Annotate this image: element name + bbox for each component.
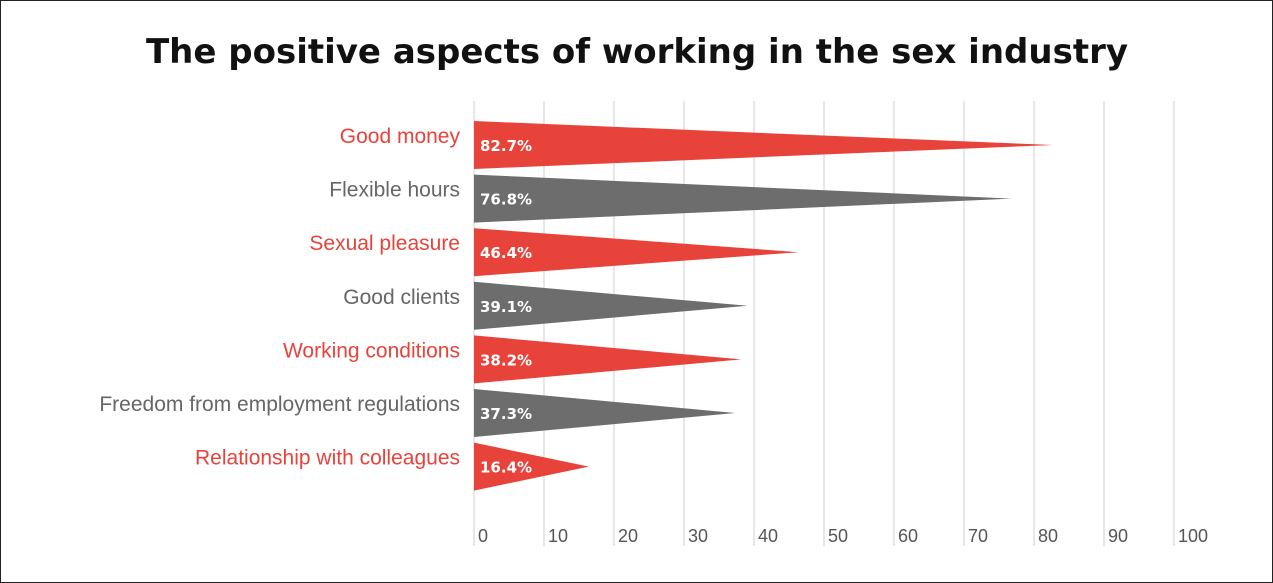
bar-4 — [474, 281, 748, 330]
category-label-1: Good money — [340, 125, 461, 148]
bar-5 — [474, 335, 742, 384]
x-tick-label-20: 20 — [618, 526, 638, 546]
category-label-5: Working conditions — [283, 339, 460, 362]
x-tick-label-80: 80 — [1038, 526, 1058, 546]
value-label-7: 16.4% — [480, 459, 532, 477]
x-tick-label-30: 30 — [688, 526, 708, 546]
category-labels: Good money Flexible hours Sexual pleasure G… — [99, 125, 460, 470]
category-label-6: Freedom from employment regulations — [99, 393, 460, 416]
bar-6 — [474, 389, 736, 437]
x-tick-label-50: 50 — [828, 526, 848, 546]
x-tick-label-60: 60 — [898, 526, 918, 546]
value-label-1: 82.7% — [480, 137, 532, 155]
category-label-3: Sexual pleasure — [309, 232, 460, 255]
x-tick-label-70: 70 — [968, 526, 988, 546]
category-label-7: Relationship with colleagues — [195, 447, 460, 470]
value-label-5: 38.2% — [480, 351, 532, 369]
x-axis-ticks: 0 10 20 30 40 50 60 70 80 90 100 — [478, 526, 1208, 546]
bar-2 — [474, 174, 1012, 223]
value-label-4: 39.1% — [480, 298, 532, 316]
value-label-2: 76.8% — [480, 191, 532, 209]
chart-title: The positive aspects of working in the s… — [146, 32, 1128, 72]
x-tick-label-90: 90 — [1108, 526, 1128, 546]
x-tick-label-40: 40 — [758, 526, 778, 546]
category-label-4: Good clients — [343, 286, 460, 309]
x-tick-label-10: 10 — [548, 526, 568, 546]
gridlines — [473, 101, 1175, 546]
bar-7 — [474, 442, 589, 491]
category-label-2: Flexible hours — [329, 179, 460, 202]
x-tick-label-100: 100 — [1178, 526, 1208, 546]
bars: 82.7% 76.8% 46.4% 39.1% 38.2% 37.3% 16.4% — [474, 121, 1053, 491]
bar-3 — [474, 228, 799, 277]
value-label-3: 46.4% — [480, 244, 532, 262]
x-tick-label-0: 0 — [478, 526, 488, 546]
bar-1 — [474, 121, 1053, 169]
value-label-6: 37.3% — [480, 405, 532, 423]
